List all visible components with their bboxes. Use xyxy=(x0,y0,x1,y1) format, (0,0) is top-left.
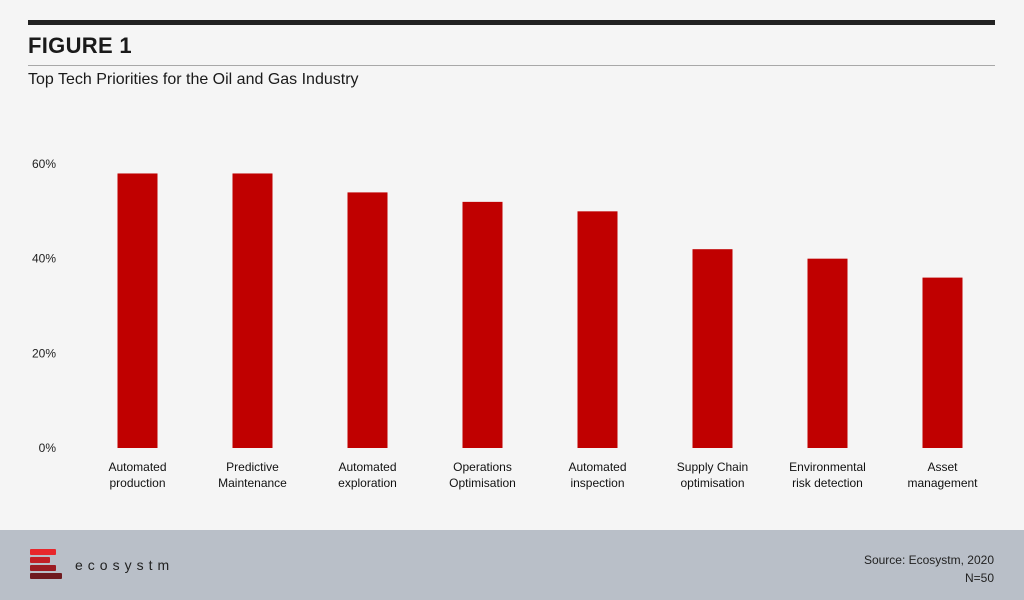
x-tick-label: Automated exploration xyxy=(338,460,397,490)
bar xyxy=(922,277,963,448)
y-tick-label: 20% xyxy=(32,346,56,360)
bar xyxy=(577,211,618,448)
bar xyxy=(807,258,848,448)
bar xyxy=(117,173,158,448)
x-tick-label: Automated production xyxy=(108,460,166,490)
top-rule xyxy=(28,20,995,25)
x-tick-label: Operations Optimisation xyxy=(449,460,516,490)
x-tick-label: Environmental risk detection xyxy=(789,460,866,490)
bar xyxy=(347,192,388,448)
x-tick-label: Asset management xyxy=(907,460,978,490)
y-tick-label: 60% xyxy=(32,157,56,171)
bar xyxy=(462,201,503,448)
source-note: Source: Ecosystm, 2020 N=50 xyxy=(864,551,994,587)
figure-label: FIGURE 1 xyxy=(28,33,132,58)
y-tick-label: 0% xyxy=(39,441,57,455)
bar xyxy=(232,173,273,448)
footer-bar xyxy=(0,530,1024,600)
header-divider xyxy=(28,65,995,66)
logo-stripe-1 xyxy=(30,549,56,555)
chart-subtitle: Top Tech Priorities for the Oil and Gas … xyxy=(28,71,359,88)
logo-text: ecosystm xyxy=(75,557,175,573)
bar xyxy=(692,249,733,448)
sample-size: N=50 xyxy=(964,571,994,585)
x-tick-label: Supply Chain optimisation xyxy=(677,460,748,490)
x-tick-label: Predictive Maintenance xyxy=(218,460,287,490)
logo-stripe-2 xyxy=(30,557,50,563)
ecosystm-logo-icon xyxy=(30,549,62,579)
y-tick-label: 40% xyxy=(32,252,56,266)
logo-stripe-4 xyxy=(30,573,62,579)
logo-stripe-3 xyxy=(30,565,56,571)
source-text: Source: Ecosystm, 2020 xyxy=(863,553,994,567)
bar-chart: 0% 20% 40% 60% Automated production Predictive… xyxy=(32,157,978,490)
x-tick-label: Automated inspection xyxy=(568,460,626,490)
